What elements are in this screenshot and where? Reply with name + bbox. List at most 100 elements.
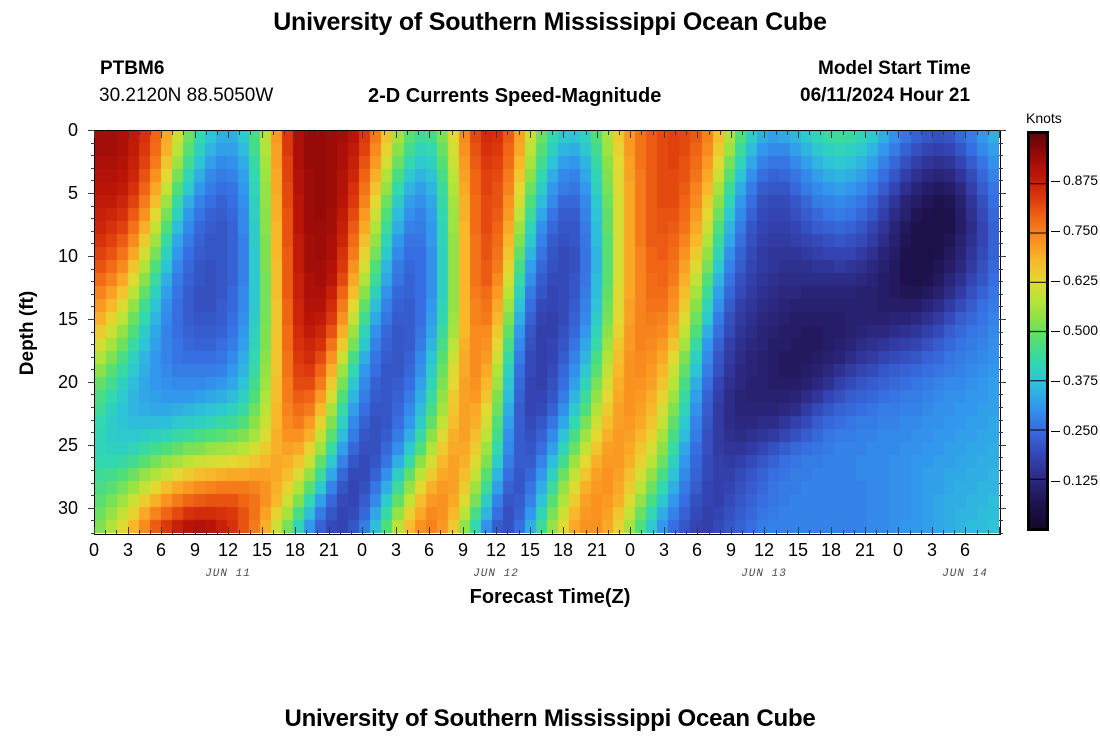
x-axis-tick bbox=[105, 530, 106, 534]
x-axis-tick bbox=[295, 131, 296, 138]
x-axis-tick-label: 0 bbox=[88, 540, 99, 560]
x-axis-tick bbox=[206, 530, 207, 534]
y-axis-tick bbox=[91, 218, 95, 219]
x-axis-tick bbox=[474, 530, 475, 534]
colorbar-tick-label: 0.375 bbox=[1063, 372, 1099, 388]
y-axis-tick bbox=[91, 206, 95, 207]
y-axis-tick bbox=[999, 306, 1003, 307]
x-axis-tick bbox=[977, 530, 978, 534]
x-axis-tick bbox=[228, 131, 229, 138]
x-axis-tick bbox=[999, 527, 1000, 534]
x-axis-tick bbox=[809, 530, 810, 534]
y-axis-tick bbox=[999, 394, 1003, 395]
x-axis-tick bbox=[262, 527, 263, 534]
x-axis-tick bbox=[552, 131, 553, 135]
x-axis-tick bbox=[921, 131, 922, 135]
x-axis-tick bbox=[161, 527, 162, 534]
x-axis-tick bbox=[921, 530, 922, 534]
x-axis-tick bbox=[898, 131, 899, 138]
x-axis-tick bbox=[306, 131, 307, 135]
x-axis-tick bbox=[440, 131, 441, 135]
y-axis-tick bbox=[91, 281, 95, 282]
x-axis-tick bbox=[340, 131, 341, 135]
x-axis-tick bbox=[552, 530, 553, 534]
station-id: PTBM6 bbox=[100, 58, 165, 79]
x-axis-tick bbox=[943, 530, 944, 534]
x-axis-tick bbox=[373, 131, 374, 135]
x-axis-tick bbox=[563, 527, 564, 534]
x-axis-title: Forecast Time(Z) bbox=[469, 586, 631, 608]
x-axis-tick bbox=[429, 131, 430, 138]
x-axis-tick bbox=[865, 131, 866, 138]
x-axis-tick bbox=[94, 527, 95, 534]
y-axis-tick-label: 30 bbox=[57, 498, 78, 518]
x-axis-tick bbox=[742, 131, 743, 135]
x-axis-tick bbox=[440, 530, 441, 534]
x-axis-tick bbox=[720, 530, 721, 534]
x-axis-tick-label: 6 bbox=[423, 540, 434, 560]
x-axis-tick bbox=[641, 131, 642, 135]
x-axis-tick bbox=[574, 131, 575, 135]
y-axis-tick bbox=[999, 344, 1003, 345]
x-axis-tick bbox=[798, 527, 799, 534]
y-axis-tick bbox=[999, 457, 1003, 458]
x-axis-tick-label: 15 bbox=[251, 540, 273, 560]
x-axis-tick bbox=[172, 131, 173, 135]
x-axis-tick bbox=[239, 530, 240, 534]
x-axis-tick-label: 12 bbox=[753, 540, 775, 560]
y-axis-tick bbox=[88, 508, 95, 509]
y-axis-tick bbox=[91, 332, 95, 333]
x-axis-tick bbox=[195, 527, 196, 534]
y-axis-title: Depth (ft) bbox=[17, 290, 38, 376]
y-axis-tick-label: 20 bbox=[57, 372, 78, 392]
x-axis-tick bbox=[831, 527, 832, 534]
y-axis-tick bbox=[88, 382, 95, 383]
x-axis-tick bbox=[999, 131, 1000, 138]
x-axis-tick bbox=[195, 131, 196, 138]
x-axis-tick bbox=[407, 530, 408, 534]
x-axis-tick bbox=[407, 131, 408, 135]
x-axis-tick bbox=[340, 530, 341, 534]
y-axis-tick bbox=[91, 168, 95, 169]
x-axis-tick bbox=[675, 530, 676, 534]
y-axis-tick bbox=[999, 445, 1006, 446]
station-coordinates: 30.2120N 88.5050W bbox=[99, 85, 274, 106]
x-axis-tick bbox=[239, 131, 240, 135]
x-axis-tick bbox=[742, 530, 743, 534]
x-axis-tick bbox=[183, 530, 184, 534]
x-axis-tick bbox=[150, 131, 151, 135]
x-axis-tick-label: 21 bbox=[318, 540, 340, 560]
y-axis-tick bbox=[91, 483, 95, 484]
colorbar-units-label: Knots bbox=[1026, 110, 1062, 126]
y-axis-tick bbox=[91, 432, 95, 433]
x-axis-tick bbox=[586, 530, 587, 534]
x-axis-day-label: JUN 13 bbox=[741, 568, 787, 580]
x-axis-tick bbox=[139, 131, 140, 135]
x-axis-tick bbox=[697, 527, 698, 534]
x-axis-tick-label: 18 bbox=[552, 540, 574, 560]
x-axis-tick bbox=[798, 131, 799, 138]
y-axis-tick bbox=[999, 294, 1003, 295]
x-axis-tick bbox=[597, 131, 598, 138]
x-axis-tick bbox=[686, 530, 687, 534]
model-start-time-label: Model Start Time bbox=[818, 58, 971, 79]
x-axis-tick bbox=[396, 527, 397, 534]
x-axis-tick bbox=[485, 131, 486, 135]
x-axis-tick bbox=[273, 131, 274, 135]
x-axis-tick bbox=[731, 527, 732, 534]
x-axis-tick bbox=[574, 530, 575, 534]
model-start-time-value: 06/11/2024 Hour 21 bbox=[800, 85, 971, 106]
x-axis-tick bbox=[932, 527, 933, 534]
y-axis-tick bbox=[91, 470, 95, 471]
x-axis-tick-label: 6 bbox=[959, 540, 970, 560]
x-axis-tick bbox=[630, 527, 631, 534]
x-axis-tick bbox=[641, 530, 642, 534]
x-axis-tick bbox=[273, 530, 274, 534]
y-axis-tick bbox=[999, 332, 1003, 333]
y-axis-tick bbox=[999, 495, 1003, 496]
y-axis-tick bbox=[91, 520, 95, 521]
x-axis-tick-label: 3 bbox=[926, 540, 937, 560]
x-axis-tick-label: 15 bbox=[519, 540, 541, 560]
x-axis-tick bbox=[519, 131, 520, 135]
